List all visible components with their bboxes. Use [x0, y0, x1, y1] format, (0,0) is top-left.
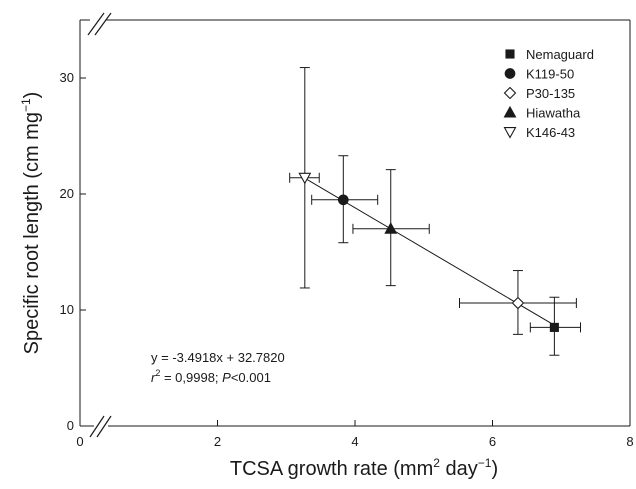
x-tick-label: 6	[489, 434, 496, 449]
fit-statistics: r2 = 0,9998; P<0.001	[151, 368, 271, 385]
legend-label: K146-43	[526, 125, 575, 140]
legend-marker	[503, 127, 517, 139]
r2-sup: 2	[155, 368, 160, 378]
y-title-end: )	[21, 92, 43, 99]
legend-label: Nemaguard	[526, 47, 594, 62]
data-point	[549, 322, 559, 332]
x-tick-label: 2	[214, 434, 221, 449]
legend-marker	[504, 68, 516, 79]
p-label: P	[222, 370, 231, 385]
data-point	[384, 222, 398, 234]
y-tick-label: 30	[60, 70, 74, 85]
legend-label: Hiawatha	[526, 106, 581, 121]
marker-layer	[298, 172, 559, 332]
axes-ticks: 0 2 4 6 8 0 10 20 30	[60, 70, 634, 449]
legend: Nemaguard K119-50 P30-135 Hiawatha K146-43	[503, 47, 594, 140]
p-rest: <0.001	[231, 370, 271, 385]
legend-marker	[503, 105, 517, 118]
y-tick-label: 10	[60, 302, 74, 317]
legend-marker	[505, 49, 515, 59]
data-point	[337, 194, 349, 206]
y-title-sup: −1	[19, 98, 33, 112]
x-tick-label: 8	[626, 434, 633, 449]
legend-marker	[503, 86, 517, 100]
y-tick-label: 0	[67, 418, 74, 433]
x-tick-label: 4	[351, 434, 358, 449]
x-axis-title: TCSA growth rate (mm2 day−1)	[230, 456, 498, 480]
data-point	[298, 172, 312, 185]
x-title-sup2: −1	[478, 456, 492, 470]
top-axis-break	[87, 12, 112, 36]
y-title-main: Specific root length (cm mg	[21, 112, 43, 354]
data-point	[511, 296, 525, 310]
legend-label: P30-135	[526, 86, 575, 101]
legend-label: K119-50	[526, 67, 574, 82]
bottom-axis-break	[89, 415, 112, 438]
x-title-sup1: 2	[433, 456, 440, 470]
y-axis-title: Specific root length (cm mg−1)	[19, 92, 43, 355]
x-title-mid: day	[440, 458, 478, 480]
r2-prefix: r	[151, 370, 156, 385]
y-tick-label: 20	[60, 186, 74, 201]
x-title-end: )	[491, 458, 498, 480]
x-title-main: TCSA growth rate (mm	[230, 458, 433, 480]
fit-equation: y = -3.4918x + 32.7820	[151, 350, 285, 365]
r2-rest: = 0,9998;	[160, 370, 222, 385]
x-tick-label: 0	[76, 434, 83, 449]
